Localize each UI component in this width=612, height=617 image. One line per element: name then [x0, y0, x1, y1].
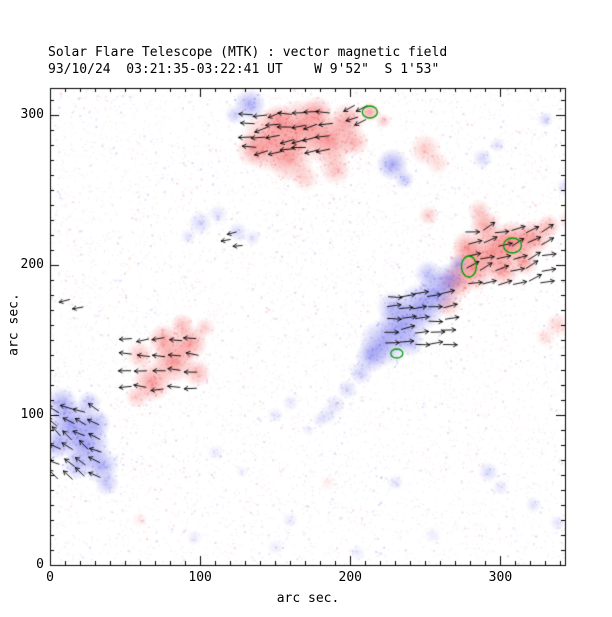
- x-tick-label: 100: [188, 570, 212, 585]
- y-tick-label: 200: [20, 257, 44, 272]
- x-tick-label: 200: [338, 570, 363, 585]
- x-axis-label: arc sec.: [276, 591, 340, 606]
- x-tick-label: 0: [46, 570, 54, 585]
- y-tick-label: 0: [36, 557, 44, 572]
- y-axis-label: arc sec.: [6, 293, 22, 356]
- plot-title: Solar Flare Telescope (MTK) : vector mag…: [48, 45, 448, 60]
- y-tick-label: 300: [20, 107, 44, 122]
- plot-subtitle: 93/10/24 03:21:35-03:22:41 UT W 9'52" S …: [48, 62, 440, 77]
- y-tick-label: 100: [20, 407, 44, 422]
- x-tick-label: 300: [488, 570, 513, 585]
